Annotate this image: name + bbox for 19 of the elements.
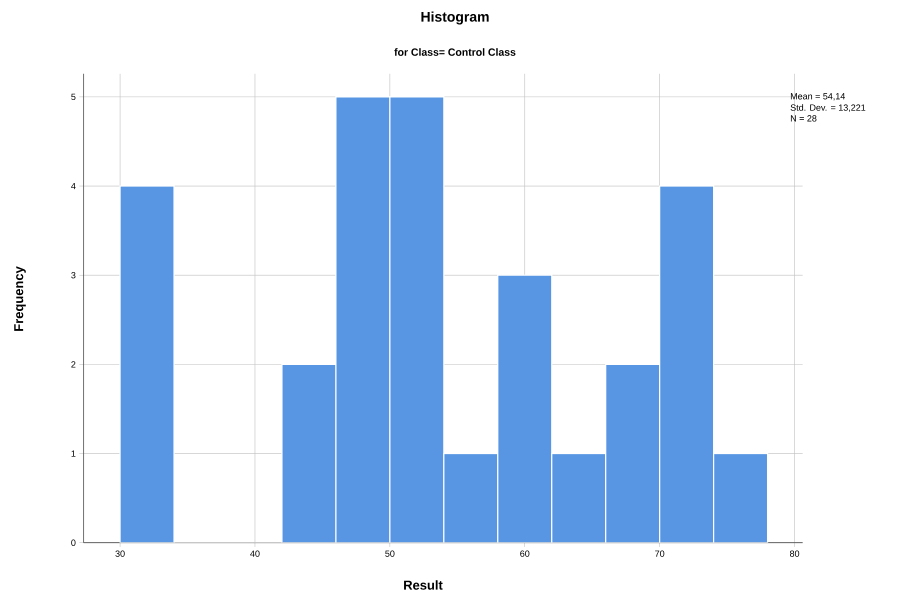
annotation: Mean = 54,14 xyxy=(790,93,846,100)
x-tick-label: 80 xyxy=(790,550,800,557)
y-tick-label: 4 xyxy=(71,182,76,190)
x-tick-label: 50 xyxy=(385,550,395,557)
annotation: Std. Dev. = 13,221 xyxy=(790,104,866,112)
y-axis-title: Frequency xyxy=(14,266,26,331)
x-tick-label: 30 xyxy=(115,550,125,557)
annotation: N = 28 xyxy=(790,115,816,122)
x-tick-label: 60 xyxy=(520,550,530,557)
y-tick-label: 5 xyxy=(71,94,76,100)
x-axis-title: Result xyxy=(404,580,443,590)
chart-title: Histogram xyxy=(421,11,489,25)
y-tick-label: 1 xyxy=(72,450,76,457)
x-tick-label: 70 xyxy=(655,550,664,557)
y-tick-label: 2 xyxy=(71,361,76,368)
y-tick-label: 0 xyxy=(71,540,76,546)
x-tick-label: 40 xyxy=(250,550,260,557)
y-tick-label: 3 xyxy=(71,272,76,278)
chart-subtitle: for Class= Control Class xyxy=(394,48,516,56)
